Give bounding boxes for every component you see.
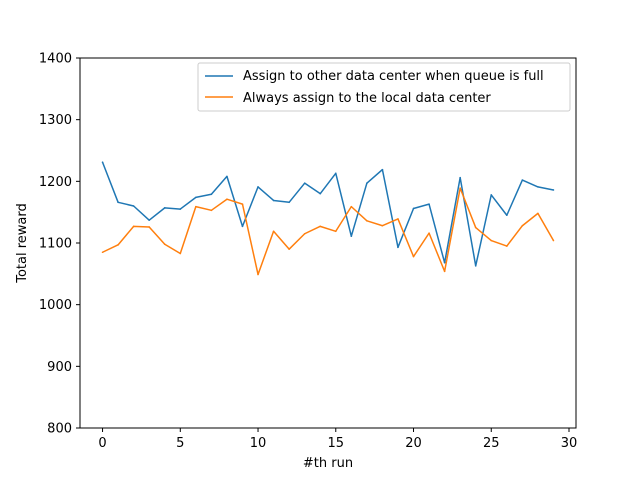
series-layer: [101, 161, 555, 276]
data-point-s1-16: [350, 205, 353, 208]
x-tick-label-6: 30: [561, 436, 578, 451]
data-point-s0-1: [117, 201, 119, 204]
data-point-s0-25: [490, 194, 493, 196]
data-point-s1-17: [366, 220, 368, 222]
series-line-1: [102, 187, 555, 276]
data-point-s1-0: [101, 251, 104, 254]
data-point-s1-10: [257, 273, 259, 276]
data-point-s0-7: [210, 193, 213, 196]
data-point-s0-18: [381, 168, 384, 171]
data-point-s1-6: [195, 205, 197, 208]
data-point-s0-13: [303, 182, 306, 184]
x-tick-label-0: 0: [98, 436, 106, 451]
legend: Assign to other data center when queue i…: [197, 62, 571, 112]
data-point-s1-22: [443, 270, 446, 273]
x-tick-label-5: 25: [483, 436, 500, 451]
data-point-s0-17: [366, 182, 368, 184]
data-point-s1-14: [319, 225, 322, 228]
y-tick-label-5: 1300: [39, 113, 72, 128]
y-tick-label-0: 800: [47, 422, 72, 437]
data-point-s0-9: [241, 225, 244, 228]
data-point-s1-27: [521, 224, 524, 227]
data-point-s1-24: [474, 226, 477, 229]
data-point-s1-20: [412, 255, 415, 258]
data-point-s0-11: [272, 199, 275, 202]
data-point-s1-4: [163, 243, 166, 246]
data-point-s1-29: [552, 239, 555, 242]
data-point-s0-0: [101, 161, 104, 164]
data-point-s1-23: [459, 187, 461, 189]
x-tick-label-2: 10: [250, 436, 267, 451]
data-point-s0-22: [443, 261, 446, 264]
data-point-s0-12: [288, 201, 290, 204]
y-tick-label-6: 1400: [39, 52, 72, 67]
data-point-s0-6: [195, 196, 197, 199]
y-axis-label: Total reward: [15, 203, 30, 284]
data-point-s0-10: [257, 186, 259, 188]
data-point-s0-23: [459, 176, 461, 179]
data-point-s0-26: [506, 214, 508, 217]
data-point-s0-15: [334, 172, 337, 175]
data-point-s1-2: [132, 225, 135, 228]
x-tick-label-4: 20: [405, 436, 422, 451]
legend-box: [197, 62, 571, 112]
data-point-s1-13: [303, 232, 306, 235]
data-point-s1-9: [241, 203, 244, 205]
data-point-s1-5: [179, 252, 182, 255]
data-point-s1-8: [226, 198, 228, 201]
data-point-s1-28: [537, 212, 539, 215]
x-axis-label: #th run: [303, 456, 353, 471]
y-tick-label-2: 1000: [39, 298, 72, 313]
data-point-s0-8: [226, 175, 228, 178]
data-point-s1-1: [117, 244, 119, 246]
data-point-s0-29: [552, 189, 555, 191]
data-point-s0-20: [412, 207, 415, 210]
data-point-s0-3: [148, 219, 150, 221]
data-point-s0-2: [132, 205, 135, 207]
data-point-s1-18: [381, 224, 384, 227]
legend-label-0: Assign to other data center when queue i…: [243, 69, 544, 84]
data-point-s1-21: [428, 232, 430, 234]
data-point-s1-26: [506, 245, 508, 247]
data-point-s1-25: [490, 239, 493, 242]
y-tick-label-3: 1100: [39, 237, 72, 252]
y-tick-label-1: 900: [47, 360, 72, 375]
y-tick-label-4: 1200: [39, 175, 72, 190]
series-line-0: [101, 161, 554, 267]
data-point-s1-11: [272, 230, 275, 233]
data-point-s0-5: [179, 208, 182, 210]
data-point-s1-12: [288, 248, 290, 250]
data-point-s0-21: [428, 203, 430, 205]
data-point-s0-19: [397, 246, 399, 249]
data-point-s0-28: [537, 186, 539, 188]
legend-label-1: Always assign to the local data center: [243, 91, 491, 106]
data-point-s0-16: [350, 235, 353, 238]
data-point-s0-27: [521, 179, 524, 181]
data-point-s1-7: [210, 209, 213, 212]
x-axis-ticks: 0 5 10 15 20 25 30: [98, 428, 577, 451]
x-tick-label-1: 5: [176, 436, 184, 451]
data-point-s1-3: [148, 226, 150, 228]
data-point-s0-14: [319, 192, 322, 195]
data-point-s0-4: [163, 207, 166, 209]
x-tick-label-3: 15: [328, 436, 345, 451]
data-point-s1-15: [334, 230, 337, 233]
data-point-s1-19: [397, 218, 399, 220]
y-axis-ticks: 800 900 1000 1100 1200 1300 1400: [39, 52, 80, 437]
data-point-s0-24: [474, 265, 477, 267]
